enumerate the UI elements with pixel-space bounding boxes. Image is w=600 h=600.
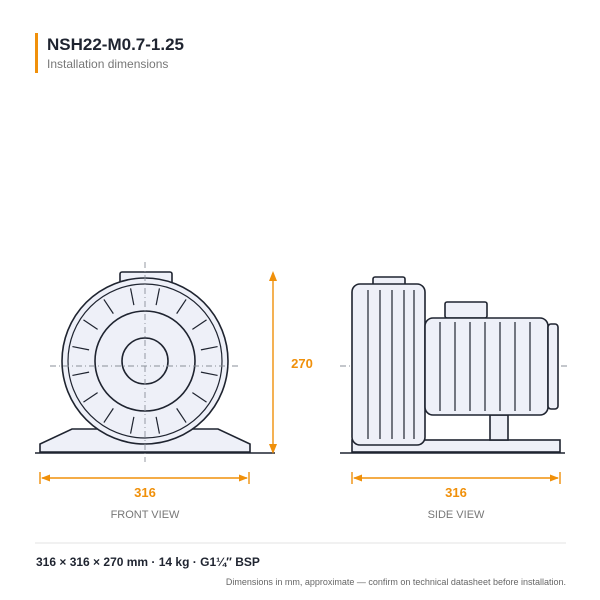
fins (72, 288, 218, 434)
front-view (39, 262, 251, 462)
support (489, 414, 509, 441)
motor-ribs (439, 322, 531, 411)
rib (103, 408, 114, 423)
dim-label: 316 (134, 485, 156, 500)
rib (200, 371, 218, 377)
view-label: FRONT VIEW (111, 509, 180, 521)
footnote: Dimensions in mm, approximate — confirm … (226, 577, 566, 587)
side-view (340, 276, 570, 453)
rib (129, 416, 135, 434)
subtitle: Installation dimensions (47, 57, 168, 71)
rib (83, 392, 98, 403)
dim-label: 316 (445, 485, 467, 500)
title: NSH22-M0.7-1.25 (47, 35, 184, 54)
specs: 316 × 316 × 270 mm · 14 kg · G1¼″ BSP (36, 555, 260, 569)
rib (155, 416, 161, 434)
side-width-dimension: 316 SIDE VIEW (351, 472, 561, 521)
rib (103, 299, 114, 314)
fan-cover (547, 323, 559, 410)
view-label: SIDE VIEW (428, 509, 485, 521)
rib (129, 288, 135, 306)
rib (200, 345, 218, 351)
rib (155, 288, 161, 306)
rib (72, 371, 90, 377)
accent-bar (35, 33, 38, 73)
front-width-dimension: 316 FRONT VIEW (39, 472, 250, 521)
height-dimension: 270 (269, 271, 313, 454)
rib (176, 299, 187, 314)
rib (83, 319, 98, 330)
rib (192, 392, 207, 403)
dim-label: 270 (291, 356, 313, 371)
rib (176, 408, 187, 423)
body-ribs (367, 290, 415, 439)
terminal-box (444, 301, 488, 319)
rib (72, 345, 90, 351)
rib (192, 319, 207, 330)
